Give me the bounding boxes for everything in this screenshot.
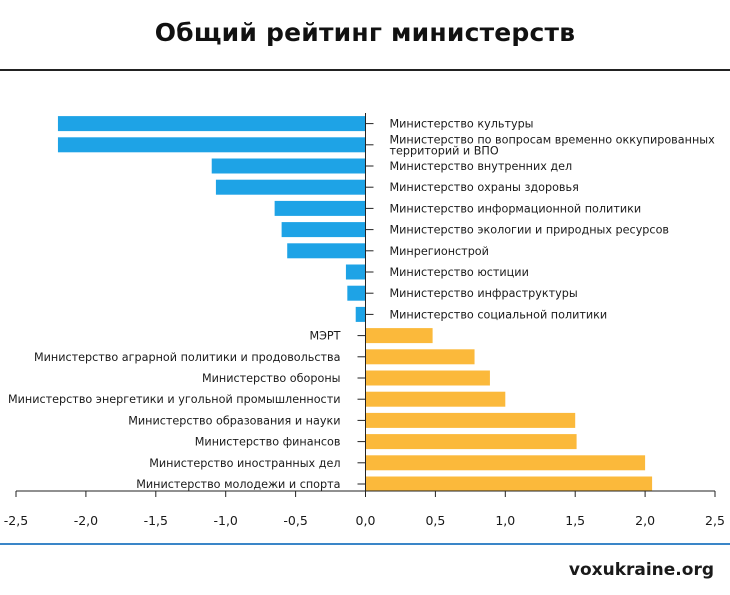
x-tick-label: 0,5 — [425, 513, 445, 528]
category-label: Министерство энергетики и угольной промы… — [8, 393, 341, 406]
bar-9 — [347, 285, 366, 301]
bar-1 — [57, 116, 366, 132]
category-label: Министерство юстиции — [390, 266, 529, 279]
category-label: Министерство инфраструктуры — [390, 287, 578, 300]
top-divider — [0, 69, 730, 71]
category-label: Министерство обороны — [202, 372, 341, 385]
x-tick-label: -0,5 — [283, 513, 307, 528]
bar-15 — [365, 412, 576, 428]
x-tick-label: 2,5 — [705, 513, 725, 528]
category-label: Министерство молодежи и спорта — [136, 478, 340, 491]
bar-8 — [345, 264, 366, 280]
bar-3 — [211, 158, 366, 174]
category-label: Министерство социальной политики — [390, 308, 608, 321]
bar-17 — [365, 455, 646, 471]
category-label: Министерство аграрной политики и продово… — [34, 351, 341, 364]
bar-7 — [287, 243, 366, 259]
x-tick-label: 1,0 — [495, 513, 515, 528]
bar-14 — [365, 391, 506, 407]
bar-13 — [365, 370, 490, 386]
x-tick-label: -1,5 — [144, 513, 168, 528]
bar-2 — [57, 137, 366, 153]
category-label: Министерство информационной политики — [390, 202, 642, 215]
x-tick-label: 1,5 — [565, 513, 585, 528]
category-label: Министерство внутренних дел — [390, 160, 573, 173]
x-tick-label: 2,0 — [635, 513, 655, 528]
bar-10 — [355, 306, 366, 322]
chart-title: Общий рейтинг министерств — [154, 18, 576, 47]
category-label: Министерство культуры — [390, 118, 534, 131]
x-tick-label: -1,0 — [214, 513, 238, 528]
x-tick-label: -2,0 — [74, 513, 98, 528]
category-label: Министерство по вопросам временно оккупи… — [390, 133, 716, 157]
x-tick-label: 0,0 — [356, 513, 376, 528]
bar-12 — [365, 349, 475, 365]
category-label: Министерство финансов — [195, 436, 341, 449]
category-label: Министерство охраны здоровья — [390, 181, 579, 194]
bars-group — [57, 116, 653, 492]
bar-16 — [365, 434, 577, 450]
bottom-divider — [0, 543, 730, 545]
bar-11 — [365, 328, 433, 344]
category-label: Минрегионстрой — [390, 245, 489, 258]
bar-5 — [274, 200, 366, 216]
category-label: Министерство образования и науки — [128, 414, 340, 427]
category-label: МЭРТ — [309, 330, 340, 343]
x-tick-label: -2,5 — [4, 513, 28, 528]
x-axis: -2,5 -2,0 -1,5 -1,0 -0,5 0,0 0,5 1,0 1,5 2,0 2,5 — [4, 490, 725, 528]
bar-6 — [281, 222, 366, 238]
category-label: Министерство иностранных дел — [149, 457, 340, 470]
bar-4 — [215, 179, 366, 195]
category-labels-group: Министерство культуры Министерство по воп… — [8, 118, 715, 491]
category-label: Министерство экологии и природных ресурс… — [390, 224, 670, 237]
bar-18 — [365, 476, 653, 492]
source-label[interactable]: voxukraine.org — [568, 560, 714, 580]
